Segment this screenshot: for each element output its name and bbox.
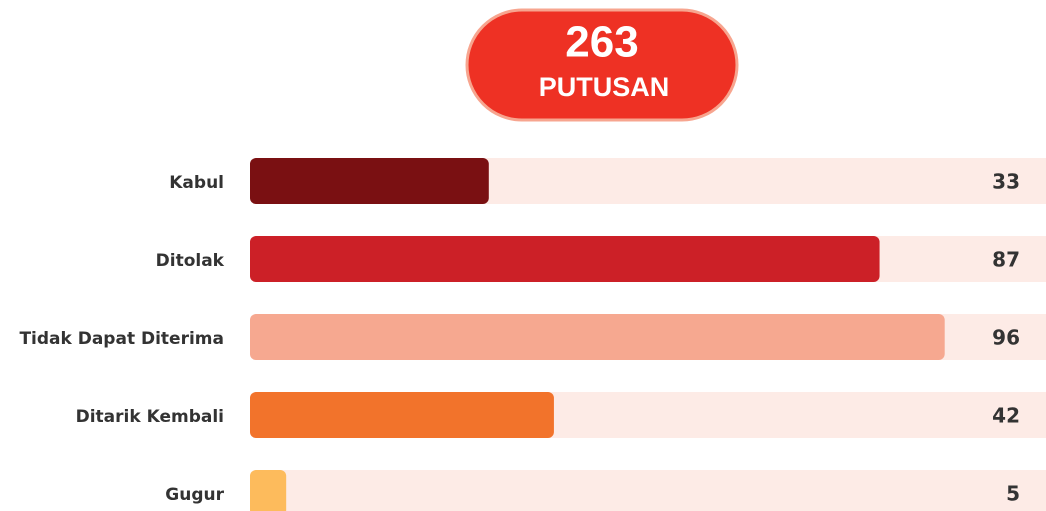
bar xyxy=(250,236,880,282)
bar-track xyxy=(250,470,1046,511)
value-label: 42 xyxy=(992,404,1020,428)
bar xyxy=(250,470,287,511)
category-label: Kabul xyxy=(169,173,224,193)
value-label: 5 xyxy=(1006,482,1020,506)
bar xyxy=(250,158,489,204)
bar xyxy=(250,392,554,438)
bar xyxy=(250,314,945,360)
value-label: 96 xyxy=(992,326,1020,350)
category-label: Tidak Dapat Diterima xyxy=(19,329,224,349)
value-label: 33 xyxy=(992,170,1020,194)
category-label: Gugur xyxy=(165,485,224,505)
category-label: Ditolak xyxy=(156,251,225,271)
category-label: Ditarik Kembali xyxy=(76,407,224,427)
value-label: 87 xyxy=(992,248,1020,272)
total-badge xyxy=(465,8,739,122)
total-label: PUTUSAN xyxy=(539,72,670,102)
total-value: 263 xyxy=(565,18,638,67)
